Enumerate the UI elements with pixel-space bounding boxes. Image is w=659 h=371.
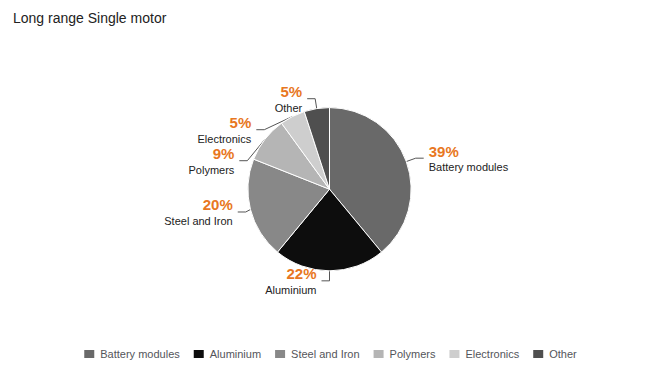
svg-text:Battery modules: Battery modules: [100, 348, 180, 360]
svg-text:Other: Other: [275, 102, 303, 114]
svg-text:Aluminium: Aluminium: [210, 348, 261, 360]
svg-text:Steel and Iron: Steel and Iron: [164, 215, 233, 227]
svg-text:5%: 5%: [230, 114, 252, 131]
svg-text:Polymers: Polymers: [390, 348, 436, 360]
svg-text:5%: 5%: [280, 83, 302, 100]
svg-text:Aluminium: Aluminium: [265, 284, 316, 296]
svg-text:Long range Single motor: Long range Single motor: [13, 10, 167, 26]
svg-text:Electronics: Electronics: [465, 348, 519, 360]
svg-text:9%: 9%: [213, 145, 235, 162]
svg-text:39%: 39%: [429, 143, 459, 160]
svg-text:22%: 22%: [286, 265, 316, 282]
svg-text:Polymers: Polymers: [188, 164, 234, 176]
svg-text:Electronics: Electronics: [198, 133, 252, 145]
svg-text:20%: 20%: [203, 196, 233, 213]
svg-text:Steel and Iron: Steel and Iron: [291, 348, 360, 360]
svg-text:Battery modules: Battery modules: [429, 161, 509, 173]
svg-text:Other: Other: [549, 348, 577, 360]
